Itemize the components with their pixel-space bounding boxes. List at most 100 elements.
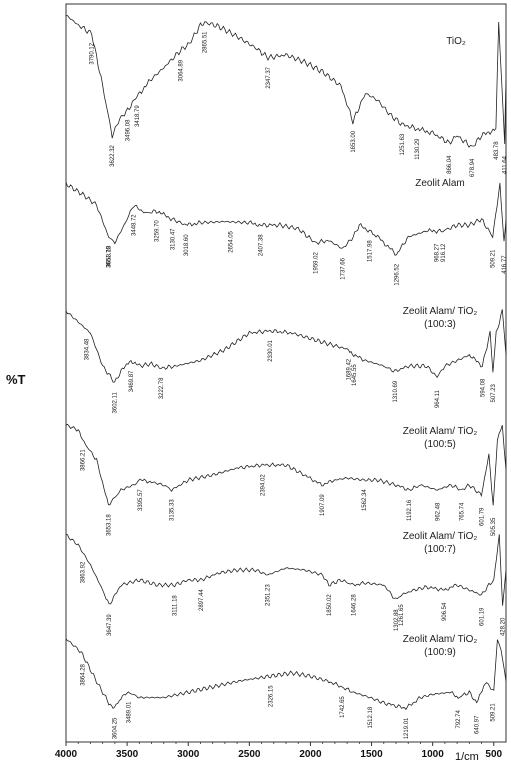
peak-label: 416.77 <box>502 255 508 274</box>
peak-label: 1302.88 <box>394 609 400 631</box>
peak-label: 509.21 <box>491 249 497 268</box>
series-label-4: Zeolit Alam/ TiO₂ <box>403 426 478 437</box>
peak-label: 1192.16 <box>407 499 413 521</box>
peak-label: 3259.70 <box>155 220 161 242</box>
x-tick-label: 2000 <box>299 749 322 760</box>
peak-label: 3064.89 <box>178 59 184 81</box>
x-axis: 4000 3500 3000 2500 2000 1500 1000 500 <box>55 742 503 760</box>
peak-label: 2897.44 <box>199 589 205 611</box>
peak-label: 1517.98 <box>368 240 374 262</box>
spectrum-line-5 <box>65 533 507 606</box>
peak-label: 601.19 <box>479 607 485 626</box>
peak-label: 968.27 <box>435 243 441 262</box>
peak-label: 3489.01 <box>127 701 133 723</box>
peak-label: 3653.18 <box>106 514 112 536</box>
peak-label: 3866.21 <box>80 449 86 471</box>
peak-label: 1742.65 <box>340 696 346 718</box>
peak-label: 792.74 <box>456 709 462 728</box>
peak-label: 1737.66 <box>341 257 347 279</box>
peak-label: 916.12 <box>441 243 447 262</box>
peak-label: 1689.42 <box>347 358 353 380</box>
peak-label: 1310.69 <box>393 380 399 402</box>
peak-label: 906.54 <box>442 602 448 621</box>
peak-label: 3602.11 <box>113 392 119 414</box>
peak-label: 765.74 <box>459 502 465 521</box>
peak-label: 1653.00 <box>351 130 357 152</box>
peak-label: 3864.28 <box>81 663 87 685</box>
peak-label: 1646.28 <box>352 594 358 616</box>
x-tick-label: 4000 <box>55 749 78 760</box>
spectrum-panel-4: Zeolit Alam/ TiO₂ (100:5) 3866.21 3653.18 33… <box>65 423 507 536</box>
peak-label: 594.08 <box>480 378 486 397</box>
peak-label: 507.23 <box>491 383 497 402</box>
x-tick-label: 3000 <box>177 749 200 760</box>
peak-label: 1645.55 <box>352 364 358 386</box>
x-tick-label: 3500 <box>116 749 139 760</box>
peak-label: 1512.18 <box>368 706 374 728</box>
peak-label: 1959.02 <box>314 251 320 273</box>
peak-label: 2394.02 <box>260 474 266 496</box>
peak-label: 428.20 <box>501 617 507 636</box>
peak-label: 483.78 <box>494 141 500 160</box>
peak-label: 1562.34 <box>362 489 368 511</box>
peak-label: 3651.70 <box>107 246 113 268</box>
series-label-3-ratio: (100:3) <box>424 319 456 330</box>
series-label-3: Zeolit Alam/ TiO₂ <box>403 306 478 317</box>
series-label-1: TiO₂ <box>446 36 466 47</box>
peak-label: 1219.01 <box>404 717 410 739</box>
peak-label: 2654.05 <box>229 230 235 252</box>
spectrum-line-3 <box>65 309 507 383</box>
peak-label: 2347.37 <box>266 66 272 88</box>
peak-label: 2351.23 <box>266 584 272 606</box>
peak-label: 640.97 <box>475 715 481 734</box>
peak-label: 1251.63 <box>400 133 406 155</box>
peak-label: 3790.12 <box>90 42 96 64</box>
peak-label: 2330.01 <box>268 339 274 361</box>
peak-label: 2407.38 <box>259 234 265 256</box>
peak-label: 1296.52 <box>395 263 401 285</box>
peak-label: 3135.33 <box>170 499 176 521</box>
peak-label: 509.21 <box>491 703 497 722</box>
peak-label: 1261.65 <box>399 604 405 626</box>
peak-label: 3018.60 <box>184 234 190 256</box>
peak-label: 3448.72 <box>132 214 138 236</box>
peak-label: 3653.18 <box>106 245 112 267</box>
peak-label: 411.64 <box>503 155 509 174</box>
peak-label: 3395.57 <box>138 489 144 511</box>
peak-label: 3863.92 <box>81 561 87 583</box>
peak-label: 678.94 <box>470 158 476 177</box>
series-label-6-ratio: (100:9) <box>424 647 456 658</box>
x-tick-label: 1000 <box>422 749 445 760</box>
x-tick-label: 1500 <box>360 749 383 760</box>
x-tick-label: 2500 <box>238 749 261 760</box>
peak-label: 3130.47 <box>170 228 176 250</box>
spectrum-line-6 <box>65 638 507 711</box>
peak-label: 3111.18 <box>173 595 179 616</box>
peak-label: 3604.25 <box>112 717 118 739</box>
peak-label: 3834.48 <box>84 338 90 360</box>
peak-label: 3496.08 <box>126 119 132 141</box>
y-axis-label: %T <box>6 372 26 387</box>
peak-label: 3622.32 <box>110 144 116 166</box>
peak-label: 3647.39 <box>107 614 113 636</box>
peak-label: 1850.02 <box>327 594 333 616</box>
spectrum-line-1 <box>65 15 507 148</box>
peak-label: 2865.51 <box>203 31 209 53</box>
peak-label: 505.35 <box>491 517 497 536</box>
spectrum-panel-3: Zeolit Alam/ TiO₂ (100:3) 3834.48 3602.11 34… <box>65 306 507 414</box>
spectrum-panel-6: Zeolit Alam/ TiO₂ (100:9) 3864.28 3604.25 34… <box>65 634 507 739</box>
series-label-5: Zeolit Alam/ TiO₂ <box>403 531 478 542</box>
peak-label: 601.79 <box>479 507 485 526</box>
peak-label: 3469.87 <box>129 370 135 392</box>
series-label-5-ratio: (100:7) <box>424 544 456 555</box>
spectrum-line-2 <box>65 182 507 256</box>
peak-label: 3222.78 <box>159 377 165 399</box>
series-label-6: Zeolit Alam/ TiO₂ <box>403 634 478 645</box>
peak-label: 1907.09 <box>320 494 326 516</box>
spectrum-line-4 <box>65 423 507 506</box>
peak-label: 1130.29 <box>415 138 421 160</box>
